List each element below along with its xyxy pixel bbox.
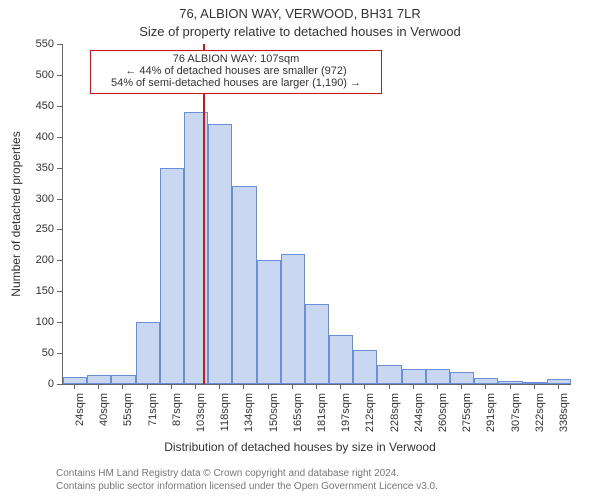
footer-line: Contains public sector information licen…: [56, 481, 438, 494]
y-tick-label: 350: [0, 162, 54, 174]
x-tick-label: 40sqm: [98, 393, 110, 443]
y-tick-mark: [57, 291, 62, 292]
x-tick-label: 260sqm: [437, 393, 449, 443]
x-tick-label: 165sqm: [292, 393, 304, 443]
x-tick-mark: [485, 384, 486, 389]
x-tick-mark: [122, 384, 123, 389]
histogram-bar: [450, 372, 474, 384]
histogram-bar: [547, 379, 571, 384]
property-marker-line: [203, 44, 205, 384]
histogram-bar: [257, 260, 281, 384]
y-tick-label: 300: [0, 193, 54, 205]
y-tick-mark: [57, 260, 62, 261]
x-tick-mark: [510, 384, 511, 389]
chart-title-address: 76, ALBION WAY, VERWOOD, BH31 7LR: [0, 6, 600, 21]
x-tick-mark: [268, 384, 269, 389]
x-tick-label: 197sqm: [340, 393, 352, 443]
x-tick-mark: [74, 384, 75, 389]
y-tick-label: 50: [0, 347, 54, 359]
x-tick-label: 181sqm: [316, 393, 328, 443]
y-tick-mark: [57, 168, 62, 169]
histogram-bar: [281, 254, 305, 384]
histogram-bar: [208, 124, 232, 384]
x-tick-label: 228sqm: [389, 393, 401, 443]
x-tick-label: 322sqm: [534, 393, 546, 443]
x-tick-mark: [195, 384, 196, 389]
y-tick-mark: [57, 353, 62, 354]
x-tick-label: 291sqm: [485, 393, 497, 443]
x-tick-label: 338sqm: [558, 393, 570, 443]
histogram-bar: [160, 168, 184, 384]
y-tick-label: 150: [0, 285, 54, 297]
x-tick-mark: [389, 384, 390, 389]
histogram-bar: [63, 377, 87, 384]
histogram-bar: [426, 369, 450, 384]
y-tick-label: 250: [0, 223, 54, 235]
property-info-box: 76 ALBION WAY: 107sqm← 44% of detached h…: [90, 50, 382, 94]
histogram-bar: [523, 382, 547, 384]
histogram-bar: [377, 365, 401, 384]
histogram-bar: [111, 375, 135, 384]
x-tick-label: 118sqm: [219, 393, 231, 443]
y-tick-label: 100: [0, 316, 54, 328]
x-tick-mark: [413, 384, 414, 389]
y-tick-label: 450: [0, 100, 54, 112]
y-tick-mark: [57, 106, 62, 107]
y-tick-mark: [57, 137, 62, 138]
y-tick-mark: [57, 229, 62, 230]
y-tick-label: 500: [0, 69, 54, 81]
y-tick-label: 400: [0, 131, 54, 143]
histogram-bar: [498, 381, 522, 384]
x-tick-mark: [147, 384, 148, 389]
x-tick-label: 71sqm: [147, 393, 159, 443]
info-box-line: ← 44% of detached houses are smaller (97…: [95, 65, 377, 77]
histogram-bar: [402, 369, 426, 384]
x-tick-label: 87sqm: [171, 393, 183, 443]
x-tick-label: 244sqm: [413, 393, 425, 443]
histogram-bar: [353, 350, 377, 384]
x-tick-mark: [316, 384, 317, 389]
y-tick-label: 550: [0, 38, 54, 50]
histogram-bar: [305, 304, 329, 384]
x-tick-mark: [558, 384, 559, 389]
footer-line: Contains HM Land Registry data © Crown c…: [56, 468, 438, 481]
attribution-footer: Contains HM Land Registry data © Crown c…: [56, 468, 438, 493]
y-tick-mark: [57, 44, 62, 45]
y-tick-label: 200: [0, 254, 54, 266]
y-tick-mark: [57, 322, 62, 323]
x-tick-label: 103sqm: [195, 393, 207, 443]
y-tick-mark: [57, 384, 62, 385]
x-tick-mark: [534, 384, 535, 389]
y-axis-label: Number of detached properties: [9, 44, 23, 384]
y-tick-mark: [57, 75, 62, 76]
histogram-bar: [474, 378, 498, 384]
x-tick-mark: [243, 384, 244, 389]
x-tick-mark: [292, 384, 293, 389]
x-tick-label: 134sqm: [243, 393, 255, 443]
x-tick-label: 55sqm: [122, 393, 134, 443]
x-tick-mark: [171, 384, 172, 389]
chart-root: { "chart": { "type": "histogram", "title…: [0, 0, 600, 500]
x-tick-mark: [219, 384, 220, 389]
x-tick-mark: [461, 384, 462, 389]
histogram-bar: [136, 322, 160, 384]
histogram-bar: [232, 186, 256, 384]
x-tick-mark: [437, 384, 438, 389]
info-box-line: 76 ALBION WAY: 107sqm: [95, 53, 377, 65]
x-tick-label: 24sqm: [74, 393, 86, 443]
x-tick-label: 150sqm: [268, 393, 280, 443]
plot-area: [62, 44, 571, 385]
chart-subtitle: Size of property relative to detached ho…: [0, 24, 600, 39]
info-box-line: 54% of semi-detached houses are larger (…: [95, 77, 377, 89]
histogram-bar: [329, 335, 353, 384]
x-tick-label: 212sqm: [364, 393, 376, 443]
x-tick-mark: [98, 384, 99, 389]
histogram-bar: [87, 375, 111, 384]
y-tick-mark: [57, 199, 62, 200]
x-tick-mark: [364, 384, 365, 389]
y-tick-label: 0: [0, 378, 54, 390]
x-tick-label: 275sqm: [461, 393, 473, 443]
x-tick-label: 307sqm: [510, 393, 522, 443]
x-tick-mark: [340, 384, 341, 389]
